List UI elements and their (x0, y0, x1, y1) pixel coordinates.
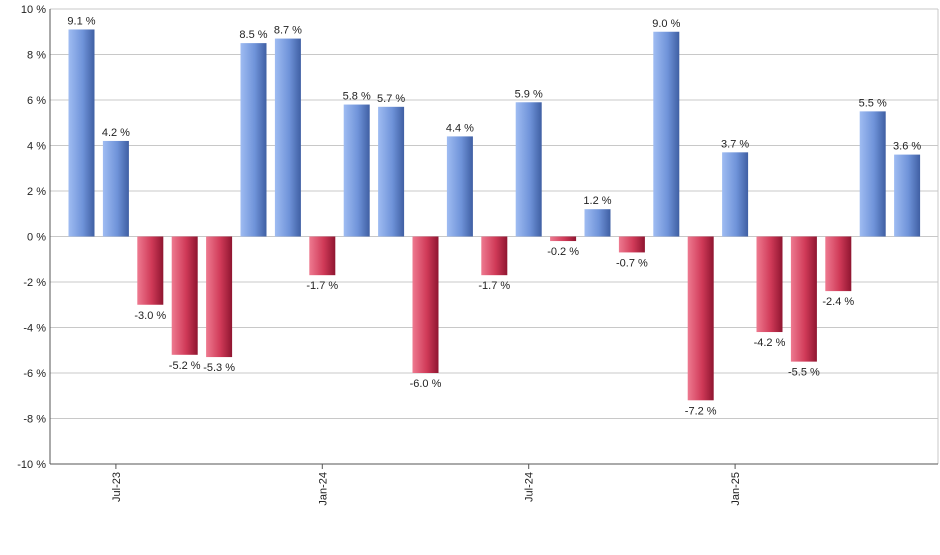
y-tick-label: 2 % (27, 186, 46, 198)
bar (756, 236, 783, 333)
bar-data-label: -5.5 % (788, 367, 820, 379)
bar-data-label: 5.7 % (377, 93, 405, 105)
bar-data-label: -4.2 % (754, 337, 786, 349)
bar-data-label: 5.5 % (859, 97, 887, 109)
bar-data-label: -1.7 % (478, 280, 510, 292)
bar-data-label: 5.9 % (515, 88, 543, 100)
y-tick-label: 0 % (27, 232, 46, 244)
bar-data-label: 8.5 % (239, 29, 267, 41)
bar (584, 209, 611, 237)
bar (618, 236, 645, 253)
bar (240, 43, 267, 237)
bar-data-label: 3.7 % (721, 138, 749, 150)
bar-data-label: -3.0 % (134, 310, 166, 322)
bar-data-label: -5.3 % (203, 362, 235, 374)
y-tick-label: 6 % (27, 95, 46, 107)
axes: 10 % 8 % 6 % 4 % 2 % 0 % -2 % -4 % -6 % -8 % -10 %… (17, 4, 938, 506)
bar-data-label: -7.2 % (685, 405, 717, 417)
bar (171, 236, 198, 355)
bar (859, 111, 886, 237)
bar (653, 31, 680, 237)
x-tick-label: Jul-24 (524, 472, 536, 502)
bar-data-label: -5.2 % (169, 360, 201, 372)
bar-data-label: -0.7 % (616, 257, 648, 269)
bar (206, 236, 233, 358)
bar-data-label: -0.2 % (547, 246, 579, 258)
bar (68, 29, 95, 237)
bar (446, 136, 473, 237)
bar (825, 236, 852, 292)
y-tick-label: -4 % (23, 323, 46, 335)
bar-data-label: 3.6 % (893, 141, 921, 153)
bar (102, 140, 129, 237)
x-tick-label: Jul-23 (111, 472, 123, 502)
y-tick-label: -10 % (17, 459, 46, 471)
bar (515, 102, 542, 237)
bar (309, 236, 336, 276)
bar (343, 104, 370, 237)
bar (412, 236, 439, 373)
y-tick-label: -8 % (23, 414, 46, 426)
bars (68, 29, 921, 401)
y-tick-label: 10 % (21, 4, 46, 16)
bar (894, 154, 921, 237)
bar-data-label: 8.7 % (274, 25, 302, 37)
y-tick-label: -2 % (23, 277, 46, 289)
bar-data-label: 1.2 % (583, 195, 611, 207)
bar (137, 236, 164, 305)
y-tick-label: 4 % (27, 141, 46, 153)
bar (481, 236, 508, 276)
y-tick-label: 8 % (27, 50, 46, 62)
bar-data-label: 9.0 % (652, 18, 680, 30)
x-tick-label: Jan-25 (730, 472, 742, 506)
bar-data-label: 4.4 % (446, 122, 474, 134)
bar (790, 236, 817, 362)
y-tick-label: -6 % (23, 368, 46, 380)
bar-data-label: 4.2 % (102, 127, 130, 139)
x-tick-label: Jan-24 (317, 472, 329, 506)
data-labels: 9.1 % 4.2 % -3.0 % -5.2 % -5.3 % 8.5 % 8.7 % -1… (67, 15, 921, 417)
bar-data-label: -6.0 % (410, 378, 442, 390)
bar (550, 236, 577, 242)
bar-data-label: 5.8 % (343, 91, 371, 103)
bar-data-label: 9.1 % (67, 15, 95, 27)
bar (274, 38, 301, 237)
bar-data-label: -1.7 % (306, 280, 338, 292)
bar (687, 236, 714, 401)
bar (378, 106, 405, 237)
bar (722, 152, 749, 237)
bar-data-label: -2.4 % (822, 296, 854, 308)
